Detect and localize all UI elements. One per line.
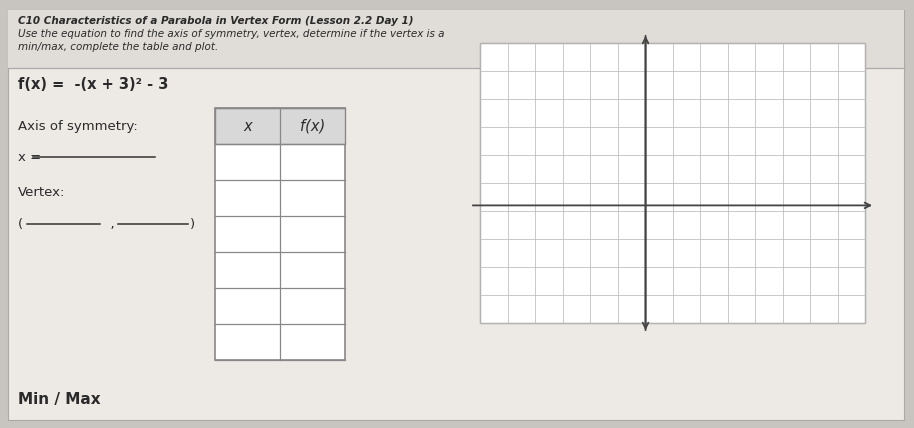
Text: x: x — [243, 119, 252, 134]
Bar — [480, 43, 865, 323]
Text: Axis of symmetry:: Axis of symmetry: — [18, 120, 138, 133]
Text: ,: , — [102, 218, 114, 231]
Bar — [215, 108, 345, 144]
Text: (: ( — [18, 218, 23, 231]
Text: Vertex:: Vertex: — [18, 186, 66, 199]
Text: Min / Max: Min / Max — [18, 392, 101, 407]
Text: ): ) — [190, 218, 195, 231]
Text: Use the equation to find the axis of symmetry, vertex, determine if the vertex i: Use the equation to find the axis of sym… — [18, 29, 444, 39]
Text: min/max, complete the table and plot.: min/max, complete the table and plot. — [18, 42, 218, 52]
Text: C10 Characteristics of a Parabola in Vertex Form (Lesson 2.2 Day 1): C10 Characteristics of a Parabola in Ver… — [18, 16, 413, 26]
Bar — [8, 10, 904, 68]
Text: f(x): f(x) — [300, 119, 325, 134]
Bar — [215, 108, 345, 360]
Text: x =: x = — [18, 151, 41, 164]
Text: f(x) =  -(x + 3)² - 3: f(x) = -(x + 3)² - 3 — [18, 77, 168, 92]
